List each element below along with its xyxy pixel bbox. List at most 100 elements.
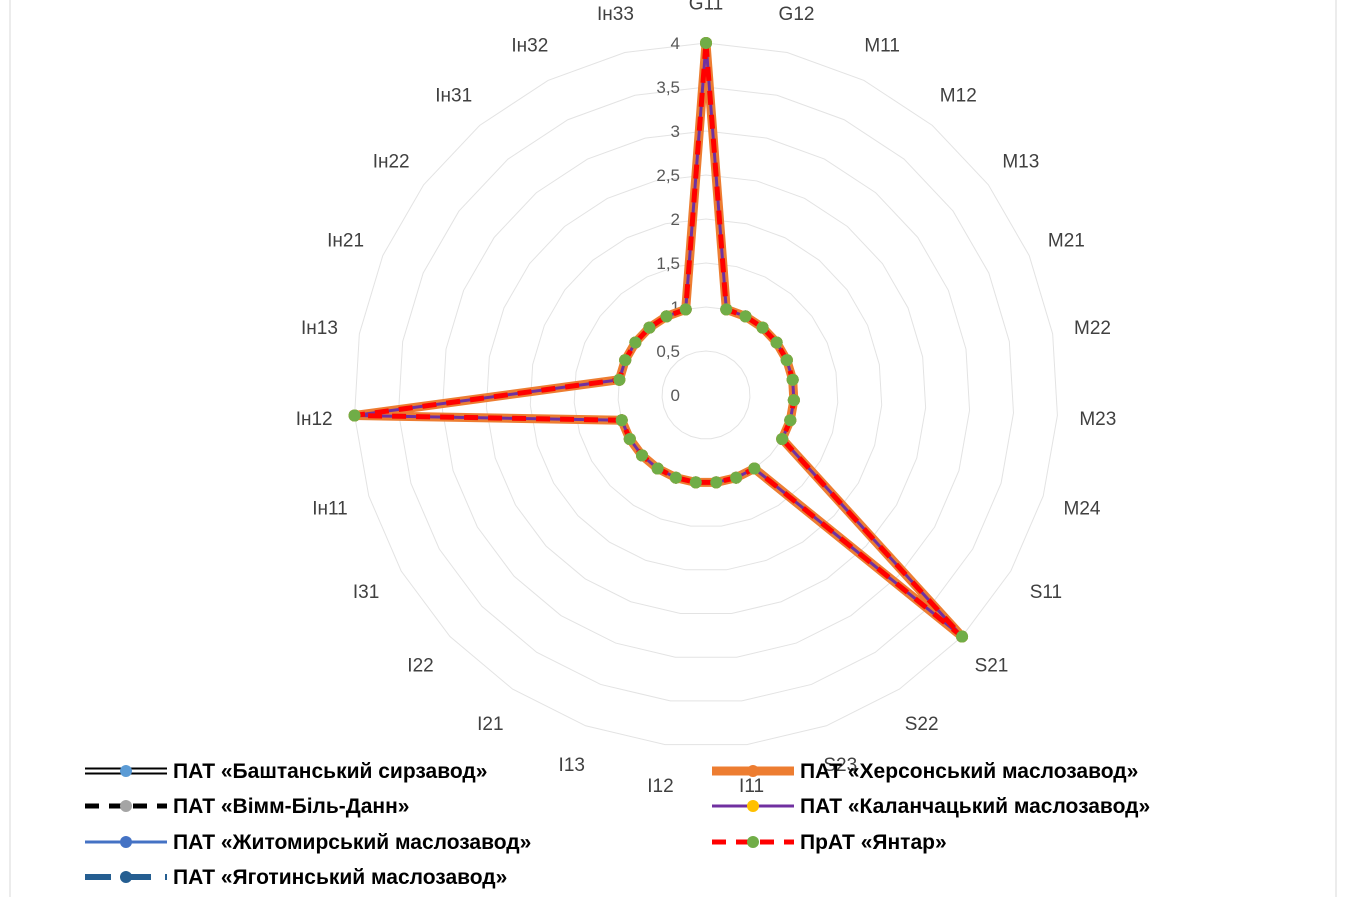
series-marker: [629, 336, 642, 349]
series-marker: [635, 449, 648, 462]
axis-label: Ін21: [327, 231, 364, 252]
series-marker: [613, 373, 626, 386]
legend-label: ПАТ «Херсонський маслозавод»: [800, 760, 1138, 783]
grid-ring: [441, 130, 971, 658]
axis-label: M13: [1002, 152, 1039, 173]
axis-label: Ін32: [511, 35, 548, 56]
legend-swatch-marker: [747, 765, 759, 777]
series-marker: [348, 409, 361, 422]
legend-label: ПАТ «Вімм-Біль-Данн»: [173, 795, 409, 818]
series-line: [350, 38, 967, 642]
axis-label: I31: [353, 582, 379, 603]
tick-label: 0: [671, 386, 680, 405]
series-marker: [784, 414, 797, 427]
legend-label: ПАТ «Каланчацький маслозавод»: [800, 795, 1150, 818]
legend-label: ПрАТ «Янтар»: [800, 831, 947, 854]
legend-swatch-marker: [120, 765, 132, 777]
grid-ring: [398, 86, 1014, 702]
legend-swatch-marker: [747, 800, 759, 812]
legend-swatch-marker: [747, 836, 759, 848]
legend-swatch-marker: [120, 836, 132, 848]
axis-label: Ін31: [435, 85, 472, 106]
axis-label: M12: [940, 85, 977, 106]
series-marker: [780, 354, 793, 367]
series-line: [352, 40, 965, 640]
series-group: [348, 37, 969, 643]
series-marker: [623, 433, 636, 445]
legend-item: ПАТ «Вімм-Біль-Данн»: [85, 795, 409, 818]
series-marker: [730, 471, 743, 484]
series-line-inner: [353, 41, 964, 639]
axis-label: I13: [559, 755, 585, 776]
series-marker: [787, 394, 800, 407]
axis-label: I21: [477, 714, 503, 735]
tick-label: 1: [671, 298, 680, 317]
legend: ПАТ «Баштанський сирзавод» ПАТ «Вімм-Біль…: [85, 760, 1150, 889]
legend-label: ПАТ «Баштанський сирзавод»: [173, 760, 487, 783]
axis-label: M23: [1079, 409, 1116, 430]
grid-ring: [529, 218, 883, 571]
grid-ring: [661, 350, 751, 440]
axis-label: I11: [739, 776, 764, 797]
series-line: [351, 39, 966, 641]
series-marker: [619, 354, 632, 367]
series-line: [353, 41, 964, 639]
axis-label: G11: [689, 0, 724, 15]
axis-label: I22: [407, 655, 433, 676]
series-line: [353, 41, 964, 639]
grid-ring: [485, 174, 927, 615]
series-marker: [770, 336, 783, 349]
axis-label: M24: [1064, 499, 1101, 520]
axis-label: M22: [1074, 318, 1111, 339]
series-marker: [651, 462, 664, 475]
axis-label: Ін11: [312, 499, 348, 520]
series-marker: [710, 476, 723, 489]
series-line: [351, 40, 966, 640]
data-series: [348, 37, 969, 643]
legend-swatch-marker: [120, 871, 132, 883]
series-marker: [786, 373, 799, 386]
legend-swatch-marker: [120, 800, 132, 812]
axis-label: S21: [975, 655, 1009, 676]
tick-label: 3,5: [656, 78, 680, 97]
series-marker: [776, 433, 789, 445]
series-marker: [669, 471, 682, 484]
series-marker: [615, 414, 628, 427]
axis-label: Ін13: [301, 318, 338, 339]
grid-ring: [573, 262, 839, 527]
tick-label: 4: [671, 34, 680, 53]
radar-grid: [354, 42, 1058, 746]
series-line: [352, 40, 965, 640]
legend-item: ПАТ «Житомирський маслозавод»: [85, 831, 531, 854]
axis-label: S11: [1030, 582, 1062, 603]
axis-label: Ін22: [373, 152, 410, 173]
radial-tick-labels: 0 0,5 1 1,5 2 2,5 3 3,5 4: [656, 34, 680, 405]
series-marker: [679, 303, 692, 316]
tick-label: 2: [671, 210, 680, 229]
legend-item: ПАТ «Баштанський сирзавод»: [85, 760, 487, 783]
tick-label: 0,5: [656, 342, 680, 361]
series-marker: [956, 630, 969, 643]
legend-label: ПАТ «Яготинський маслозавод»: [173, 866, 507, 889]
legend-item: ПрАТ «Янтар»: [712, 831, 947, 854]
tick-label: 2,5: [656, 166, 680, 185]
axis-label: S22: [905, 714, 939, 735]
legend-item: ПАТ «Херсонський маслозавод»: [712, 760, 1138, 783]
legend-label: ПАТ «Житомирський маслозавод»: [173, 831, 531, 854]
axis-label: M11: [864, 35, 900, 56]
tick-label: 3: [671, 122, 680, 141]
series-marker: [756, 321, 769, 334]
series-marker: [689, 476, 702, 489]
series-marker: [700, 37, 712, 49]
legend-item: ПАТ «Каланчацький маслозавод»: [712, 795, 1150, 818]
series-marker: [739, 310, 752, 323]
series-marker: [643, 321, 656, 334]
axis-label: Ін12: [296, 409, 333, 430]
axis-label: M21: [1048, 231, 1085, 252]
tick-label: 1,5: [656, 254, 680, 273]
series-marker: [720, 303, 733, 316]
axis-label: S23: [823, 755, 857, 776]
axis-label: Ін33: [597, 4, 634, 25]
